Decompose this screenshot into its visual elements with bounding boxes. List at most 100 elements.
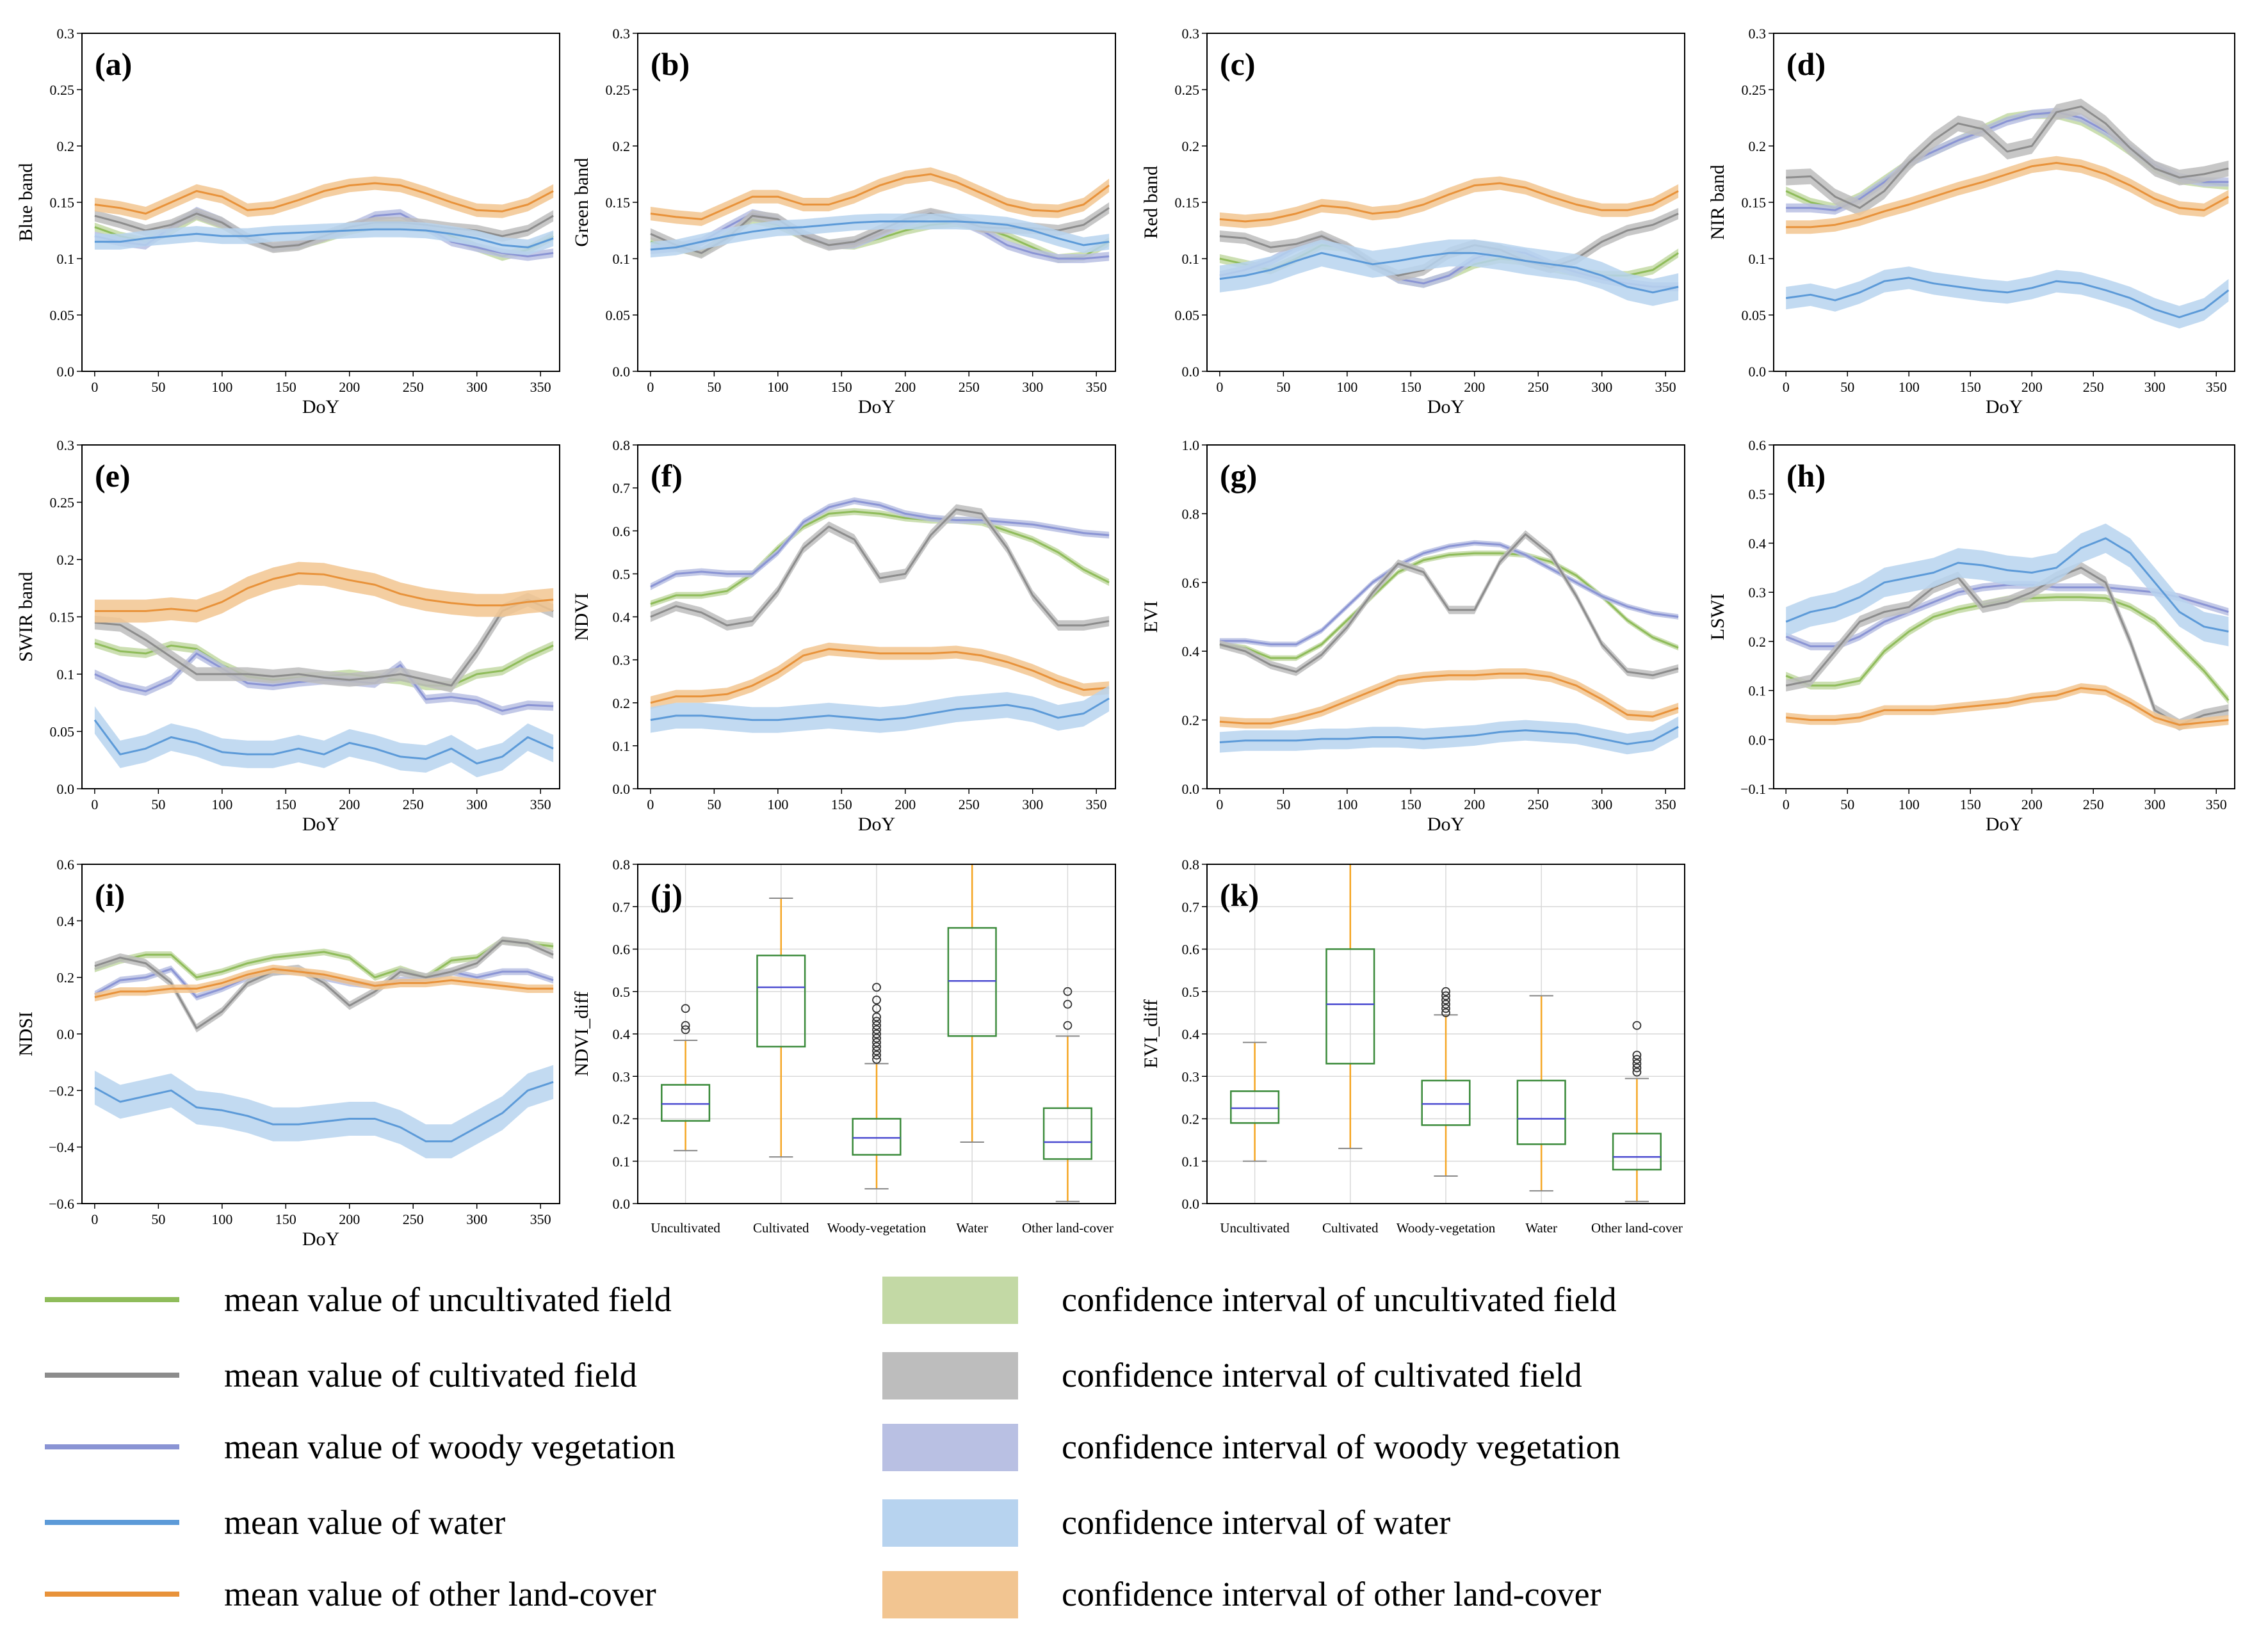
mean-line-uncultivated <box>1785 113 2229 209</box>
ci-band-other <box>1786 683 2229 730</box>
y-tick-label: 0.5 <box>613 566 631 582</box>
y-axis-label: SWIR band <box>15 572 36 662</box>
flier-point <box>681 1025 690 1035</box>
y-tick-label: 0.3 <box>613 652 631 668</box>
y-tick-label: 0.2 <box>1182 138 1200 154</box>
mean-line-water <box>1785 537 2229 633</box>
ci-band-other <box>650 167 1110 226</box>
flier-point <box>1441 996 1450 1004</box>
x-tick-label: 0 <box>91 796 98 812</box>
y-tick-label: 0.1 <box>1182 1154 1200 1170</box>
y-tick-label: 0.1 <box>1182 251 1200 267</box>
x-tick-label: 50 <box>1276 379 1290 395</box>
y-tick-label: 0.2 <box>1182 713 1200 729</box>
mean-line-other <box>1219 182 1679 223</box>
y-tick-label: 0.2 <box>1182 1111 1200 1127</box>
category-label: Woody-vegetation <box>827 1220 927 1236</box>
mean-line-water <box>650 220 1110 251</box>
box-body <box>1421 1079 1471 1126</box>
legend-swatch-other <box>882 1571 1018 1618</box>
y-tick-label: 0.0 <box>1182 364 1200 380</box>
y-tick-label: 0.6 <box>613 942 631 958</box>
panel-k: Uncultivated Cultivated Woody-vegetation Wa… <box>1140 857 1685 1236</box>
mean-line-other <box>1219 672 1679 725</box>
y-tick-label: 0.0 <box>613 781 631 797</box>
ci-band-cultivated <box>1786 99 2229 216</box>
y-axis-label: NIR band <box>1707 165 1728 239</box>
x-tick-label: 0 <box>91 1211 98 1227</box>
y-axis-label: NDVI_diff <box>571 992 592 1077</box>
legend-label: mean value of cultivated field <box>224 1356 637 1394</box>
y-tick-label: 0.0 <box>1182 781 1200 797</box>
category-label: Other land-cover <box>1591 1220 1683 1236</box>
panel-g: 0 50 100 150 200 250 300 350 DoY 0.0 0.2 0.4 0.6 0.8 1… <box>1140 437 1685 835</box>
flier-point <box>1063 987 1073 996</box>
y-tick-label: −0.6 <box>49 1196 74 1212</box>
y-axis-label: Green band <box>571 157 592 246</box>
y-tick-label: 0.4 <box>613 609 631 625</box>
x-tick-label: 250 <box>959 796 980 812</box>
mean-line-water <box>93 719 554 765</box>
flier-point <box>681 1020 690 1030</box>
y-tick-label: −0.1 <box>1740 781 1766 797</box>
x-axis-label: DoY <box>1986 396 2023 417</box>
ci-band-cultivated <box>94 207 554 254</box>
y-tick-label: 0.7 <box>613 899 631 915</box>
panel-a: 0 50 100 150 200 250 300 350 DoY 0.0 0.05 0.1 0.15 0.… <box>15 26 560 417</box>
y-tick-label: 0.4 <box>613 1026 631 1042</box>
y-axis-label: NDSI <box>15 1012 36 1056</box>
flier-point <box>872 1042 881 1051</box>
x-tick-label: 50 <box>1276 796 1290 812</box>
y-tick-label: 0.25 <box>1742 82 1767 98</box>
panel-i: 0 50 100 150 200 250 300 350 DoY −0.6 −0.4 −0.2 0.0 0… <box>15 857 560 1250</box>
x-tick-label: 150 <box>831 796 852 812</box>
category-label: Cultivated <box>1322 1220 1379 1236</box>
mean-line-uncultivated <box>650 510 1110 605</box>
y-tick-label: 0.2 <box>613 1111 631 1127</box>
legend: mean value of uncultivated field mean val… <box>45 1277 1621 1618</box>
flier-point <box>1063 1020 1073 1030</box>
box-cultivated <box>756 898 806 1158</box>
x-axis-label: DoY <box>302 1229 339 1250</box>
y-tick-label: 0.8 <box>1182 857 1200 873</box>
x-tick-label: 300 <box>1022 796 1043 812</box>
y-tick-label: 1.0 <box>1182 437 1200 453</box>
x-tick-label: 100 <box>1899 379 1920 395</box>
mean-line-water <box>94 228 554 248</box>
box-body <box>1042 1107 1092 1160</box>
y-tick-label: 0.3 <box>613 26 631 42</box>
y-tick-label: 0.3 <box>1749 585 1767 601</box>
panel-label: (i) <box>95 877 125 913</box>
y-tick-label: 0.7 <box>1182 899 1200 915</box>
flier-point <box>872 996 881 1004</box>
flier-point <box>872 1004 881 1013</box>
mean-line-cultivated <box>1785 567 2229 726</box>
y-tick-label: 0.15 <box>1175 195 1200 211</box>
legend-label: confidence interval of uncultivated fiel… <box>1062 1280 1617 1319</box>
mean-line-cultivated <box>1219 533 1679 677</box>
box-uncultivated <box>661 1004 711 1152</box>
flier-point <box>1441 1004 1450 1013</box>
plot-frame <box>1773 444 2235 789</box>
category-label: Water <box>1525 1220 1557 1236</box>
mean-line-other <box>650 173 1110 220</box>
flier-point <box>872 983 881 992</box>
y-tick-label: 0.3 <box>1749 26 1767 42</box>
x-tick-label: 200 <box>1464 379 1485 395</box>
y-axis-label: EVI_diff <box>1140 999 1162 1068</box>
x-tick-label: 150 <box>275 379 296 395</box>
box-water <box>947 864 997 1143</box>
mean-line-water <box>1785 277 2230 318</box>
y-tick-label: 0.7 <box>613 480 631 496</box>
ci-band-water <box>94 221 554 255</box>
x-tick-label: 350 <box>1086 796 1107 812</box>
x-tick-label: 100 <box>1336 379 1357 395</box>
y-tick-label: 0.4 <box>1749 535 1767 551</box>
y-tick-label: 0.6 <box>613 523 631 539</box>
ci-band-water <box>94 706 554 778</box>
y-tick-label: 0.6 <box>57 857 75 873</box>
ci-band-cultivated <box>1786 561 2229 731</box>
ci-band-other <box>1219 668 1679 729</box>
y-tick-label: 0.3 <box>1182 26 1200 42</box>
x-tick-label: 50 <box>1840 379 1854 395</box>
